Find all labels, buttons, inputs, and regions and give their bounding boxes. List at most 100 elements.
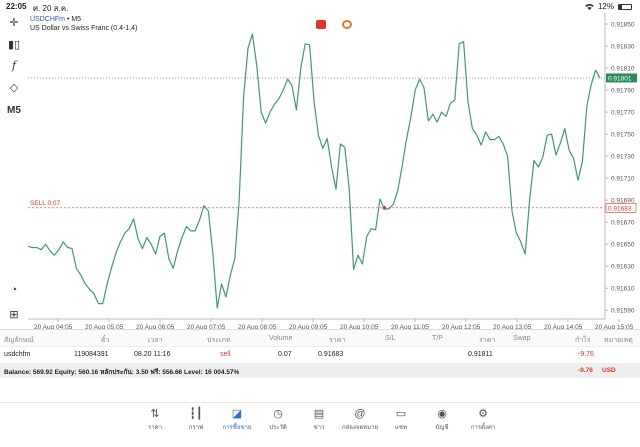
nav-chat[interactable]: ▭ แชท xyxy=(381,407,421,432)
price-line xyxy=(27,33,601,309)
x-tick-label: 20 Aug 04:05 xyxy=(34,324,73,329)
mailbox-icon: @ xyxy=(354,408,366,420)
current-price-label: 0.91801 xyxy=(608,75,632,82)
y-tick-label: 0.91650 xyxy=(611,242,635,249)
row-current: 0.91811 xyxy=(468,351,493,358)
balance-currency: USD xyxy=(602,367,616,374)
x-tick-label: 20 Aug 11:05 xyxy=(391,324,429,329)
crosshair-icon[interactable]: ✛ xyxy=(9,17,19,29)
entry-marker xyxy=(382,206,387,210)
chart-head-icons xyxy=(316,20,352,29)
x-tick-label: 20 Aug 10:05 xyxy=(340,324,379,329)
status-date: ศ. 20 ส.ค. xyxy=(33,4,69,13)
row-symbol: usdchfm xyxy=(4,351,31,358)
chat-icon: ▭ xyxy=(395,408,407,420)
add-icon[interactable]: ⊞ xyxy=(9,309,19,321)
y-tick-label: 0.91690 xyxy=(611,198,635,205)
nav-account[interactable]: ◉ บัญชี xyxy=(422,407,462,432)
y-tick-label: 0.91710 xyxy=(611,176,635,183)
x-tick-label: 20 Aug 15:05 xyxy=(595,324,634,329)
y-tick-label: 0.91850 xyxy=(611,22,635,29)
chart-timeframe: M5 xyxy=(71,16,82,23)
status-time: 22:05 xyxy=(6,2,27,11)
trade-table-header: สัญลักษณ์ ตั๋ว เวลา ประเภท Volume ราคา S… xyxy=(0,329,640,347)
chart-icon: ┇┃ xyxy=(189,408,203,420)
x-tick-label: 20 Aug 12:05 xyxy=(442,324,481,329)
row-profit: -9.76 xyxy=(578,351,594,358)
y-tick-label: 0.91610 xyxy=(611,286,635,293)
candles-icon[interactable]: ▮▯ xyxy=(7,39,21,51)
y-tick-label: 0.91790 xyxy=(611,88,635,95)
status-bar: 22:05 ศ. 20 ส.ค. 12% xyxy=(0,0,640,13)
balance-bar: Balance: 569.92 Equity: 560.16 หลักประกั… xyxy=(0,364,640,378)
y-tick-label: 0.91810 xyxy=(611,66,635,73)
bottom-nav: ⇅ ราคา ┇┃ กราฟ ◪ การซื้อขาย ◷ ประวัติ ▤ ข่าว … xyxy=(0,402,640,447)
row-volume: 0.07 xyxy=(278,351,292,358)
nav-label: กราฟ xyxy=(188,425,204,431)
objects-icon[interactable]: ◇ xyxy=(9,82,19,94)
status-right: 12% xyxy=(585,2,632,11)
nav-quotes[interactable]: ⇅ ราคา xyxy=(135,407,175,432)
price-chart[interactable]: 0.91850 0.91830 0.91810 0.91790 0.91770 0.917… xyxy=(27,13,640,331)
nav-trade[interactable]: ◪ การซื้อขาย xyxy=(217,407,257,432)
news-icon: ▤ xyxy=(313,408,325,420)
nav-label: แชท xyxy=(395,425,407,431)
row-price: 0.91683 xyxy=(318,351,344,358)
timeframe-button[interactable]: M5 xyxy=(7,105,21,116)
x-tick-label: 20 Aug 09:05 xyxy=(289,324,328,329)
chart-header: USDCHFm • M5 US Dollar vs Swiss Franc (0… xyxy=(30,15,137,33)
row-time: 08.20 11:16 xyxy=(134,351,171,358)
sell-price-tag xyxy=(605,203,637,213)
col-comment: หมายเหตุ xyxy=(604,337,633,344)
chart-area[interactable]: 0.91850 0.91830 0.91810 0.91790 0.91770 0.917… xyxy=(27,13,640,331)
nav-label: ราคา xyxy=(148,425,162,431)
nav-label: การตั้งค่า xyxy=(470,425,496,431)
nav-label: การซื้อขาย xyxy=(222,425,252,431)
nav-label: กล่องจดหมาย xyxy=(341,425,379,431)
col-profit: กำไร xyxy=(575,337,591,344)
sell-price-label: 0.91683 xyxy=(608,205,632,212)
x-tick-label: 20 Aug 13:05 xyxy=(493,324,532,329)
sell-level-label: SELL 0.07 xyxy=(30,200,61,207)
battery-percent: 12% xyxy=(597,2,614,11)
signal-icon[interactable] xyxy=(342,20,352,29)
nav-news[interactable]: ▤ ข่าว xyxy=(299,407,339,432)
col-ticket: ตั๋ว xyxy=(101,337,110,344)
table-row[interactable]: usdchfm 119084391 08.20 11:16 sell 0.07 … xyxy=(0,347,640,364)
nav-label: บัญชี xyxy=(435,425,449,431)
nav-settings[interactable]: ⚙ การตั้งค่า xyxy=(463,407,503,432)
y-tick-label: 0.91770 xyxy=(611,110,635,117)
col-swap: Swap xyxy=(513,335,531,342)
nav-history[interactable]: ◷ ประวัติ xyxy=(258,407,298,432)
trade-icon: ◪ xyxy=(231,408,243,420)
chart-description: US Dollar vs Swiss Franc (0.4-1.4) xyxy=(30,25,138,32)
y-tick-label: 0.91590 xyxy=(611,308,635,315)
nav-label: ข่าว xyxy=(313,425,325,431)
nav-mailbox[interactable]: @ กล่องจดหมาย xyxy=(340,407,380,432)
zoom-icon[interactable]: ◔ xyxy=(10,284,18,296)
y-tick-label: 0.91750 xyxy=(611,132,635,139)
x-tick-label: 20 Aug 05:05 xyxy=(85,324,124,329)
col-current: ราคา xyxy=(479,337,496,344)
x-tick-label: 20 Aug 08:05 xyxy=(238,324,277,329)
chart-toolbar: ✛ ▮▯ f ◇ M5 ◔ ⊞ xyxy=(0,13,28,321)
col-type: ประเภท xyxy=(207,337,231,344)
x-tick-label: 20 Aug 14:05 xyxy=(544,324,583,329)
settings-icon: ⚙ xyxy=(478,408,488,420)
nav-chart[interactable]: ┇┃ กราฟ xyxy=(176,407,216,432)
balance-text: Balance: 569.92 Equity: 560.16 หลักประกั… xyxy=(4,369,240,376)
quotes-icon: ⇅ xyxy=(150,408,160,420)
row-type: sell xyxy=(220,351,231,358)
y-tick-label: 0.91830 xyxy=(611,44,635,51)
col-volume: Volume xyxy=(269,335,293,342)
history-icon: ◷ xyxy=(273,408,283,420)
col-tp: T/P xyxy=(432,335,443,342)
x-tick-label: 20 Aug 06:05 xyxy=(136,324,175,329)
y-tick-label: 0.91630 xyxy=(611,264,635,271)
account-icon: ◉ xyxy=(437,408,447,420)
y-tick-label: 0.91670 xyxy=(611,220,635,227)
one-click-trade-icon[interactable] xyxy=(316,20,326,29)
indicators-icon[interactable]: f xyxy=(11,59,17,72)
x-tick-label: 20 Aug 07:05 xyxy=(187,324,226,329)
chart-symbol: USDCHFm xyxy=(30,16,65,23)
